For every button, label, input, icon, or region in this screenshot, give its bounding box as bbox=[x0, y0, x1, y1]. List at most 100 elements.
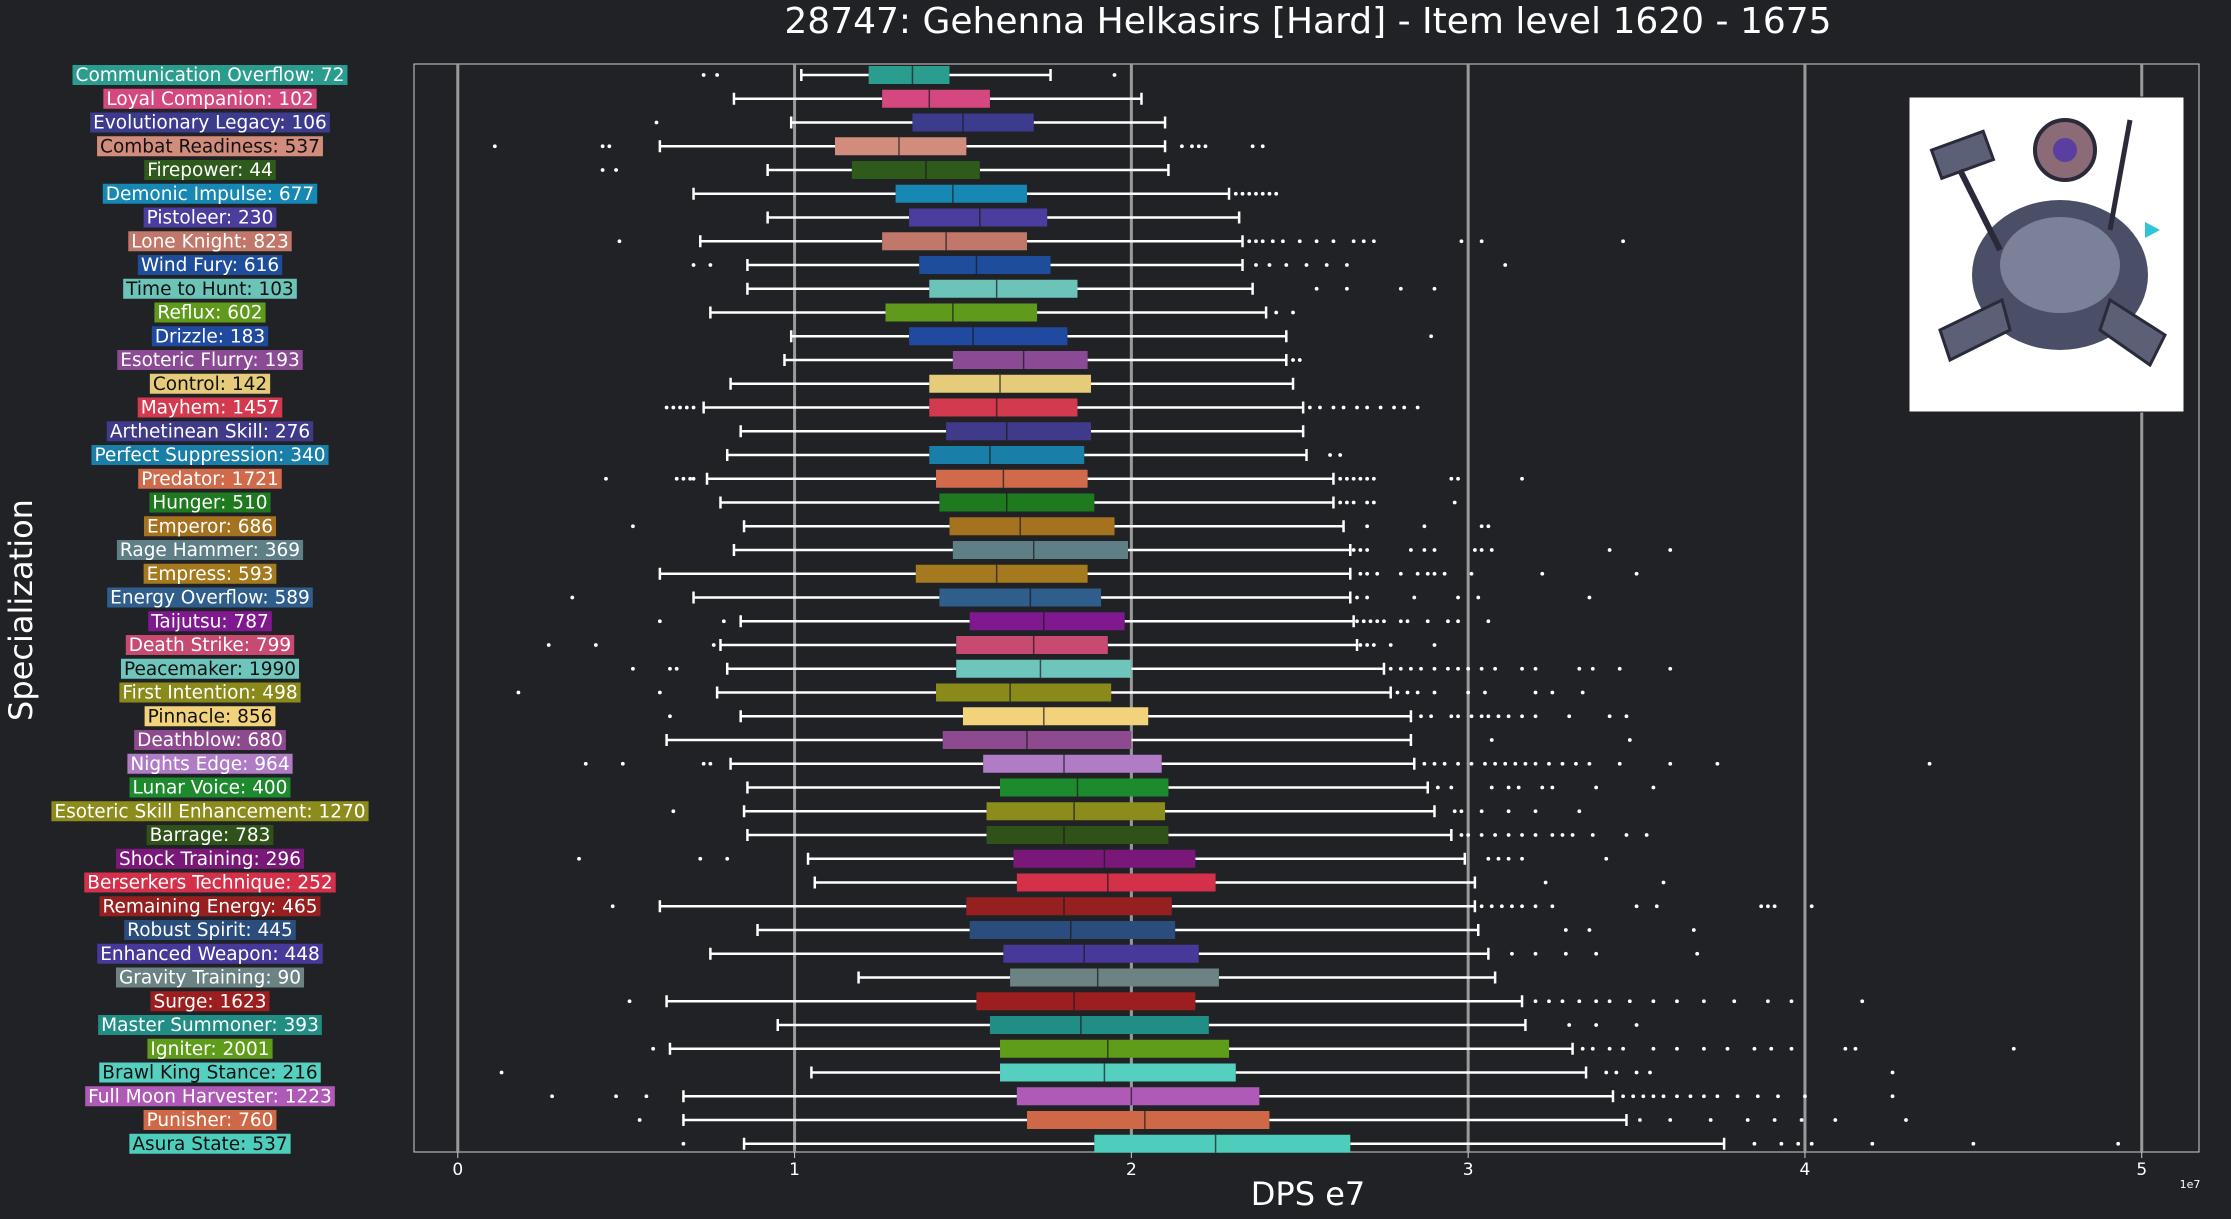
box-iqr bbox=[949, 517, 1115, 536]
outlier-point bbox=[701, 761, 706, 766]
outlier-point bbox=[1378, 405, 1383, 410]
outlier-point bbox=[620, 761, 625, 766]
category-label-text: Control: 142 bbox=[153, 374, 267, 395]
outlier-point bbox=[1405, 690, 1410, 695]
outlier-point bbox=[1479, 524, 1484, 529]
outlier-point bbox=[516, 690, 521, 695]
category-label: Reflux: 602 bbox=[154, 302, 266, 324]
box-iqr bbox=[952, 351, 1088, 369]
box-iqr bbox=[882, 89, 990, 108]
outlier-point bbox=[1617, 666, 1622, 671]
outlier-point bbox=[1853, 1046, 1858, 1051]
outlier-point bbox=[1493, 666, 1498, 671]
category-label-bg bbox=[129, 1133, 291, 1154]
category-label: Shock Training: 296 bbox=[116, 848, 304, 870]
outlier-point bbox=[1466, 690, 1471, 695]
category-label: Berserkers Technique: 252 bbox=[84, 872, 336, 894]
outlier-point bbox=[1398, 286, 1403, 291]
outlier-point bbox=[593, 643, 598, 647]
outlier-point bbox=[1560, 833, 1565, 837]
outlier-point bbox=[1459, 833, 1464, 837]
outlier-point bbox=[1314, 286, 1319, 291]
box-iqr bbox=[956, 659, 1132, 678]
outlier-point bbox=[1890, 1094, 1895, 1099]
outlier-point bbox=[1513, 761, 1518, 766]
outlier-point bbox=[614, 1094, 618, 1099]
outlier-point bbox=[1435, 785, 1440, 790]
box-group bbox=[627, 992, 1865, 1011]
outlier-point bbox=[1472, 548, 1477, 552]
x-tick-label: 0 bbox=[452, 1160, 463, 1180]
outlier-point bbox=[1422, 548, 1427, 552]
box-group bbox=[709, 303, 1295, 322]
outlier-point bbox=[1358, 548, 1363, 552]
box-group bbox=[570, 588, 1592, 607]
category-label-text: Deathblow: 680 bbox=[137, 730, 283, 751]
outlier-point bbox=[1590, 1046, 1595, 1051]
category-label-text: Drizzle: 183 bbox=[155, 326, 265, 347]
x-tick-label: 3 bbox=[1463, 1160, 1474, 1180]
box-iqr bbox=[929, 398, 1078, 417]
box-iqr bbox=[909, 208, 1048, 227]
outlier-point bbox=[1469, 571, 1474, 576]
category-label-text: Berserkers Technique: 252 bbox=[87, 873, 332, 894]
outlier-point bbox=[1388, 666, 1393, 671]
outlier-point bbox=[1489, 738, 1494, 742]
category-label-bg bbox=[149, 373, 271, 394]
outlier-point bbox=[1338, 453, 1343, 457]
outlier-point bbox=[1449, 714, 1454, 719]
category-label-text: Mayhem: 1457 bbox=[141, 398, 280, 419]
outlier-point bbox=[1432, 761, 1437, 766]
box-iqr bbox=[1000, 1039, 1230, 1058]
outlier-point bbox=[1345, 286, 1349, 291]
outlier-point bbox=[1254, 191, 1258, 196]
category-label-bg bbox=[143, 516, 277, 537]
outlier-point bbox=[1809, 904, 1814, 909]
outlier-point bbox=[1648, 1070, 1652, 1075]
category-label-text: Robust Spirit: 445 bbox=[127, 920, 293, 941]
box-iqr bbox=[1003, 944, 1199, 963]
outlier-point bbox=[1651, 999, 1656, 1004]
category-label: Death Strike: 799 bbox=[125, 635, 295, 656]
outlier-point bbox=[1338, 476, 1343, 481]
outlier-point bbox=[1469, 714, 1474, 719]
category-label-text: Death Strike: 799 bbox=[129, 635, 291, 656]
category-label-text: Pinnacle: 856 bbox=[148, 706, 273, 727]
outlier-point bbox=[1634, 571, 1639, 576]
category-label-bg bbox=[149, 492, 271, 513]
outlier-point bbox=[492, 144, 497, 149]
box-iqr bbox=[969, 612, 1125, 631]
category-label-bg bbox=[129, 777, 291, 798]
outlier-point bbox=[1365, 595, 1370, 600]
category-label: Empress: 593 bbox=[143, 563, 277, 585]
outlier-point bbox=[1752, 1046, 1757, 1051]
outlier-point bbox=[1240, 191, 1245, 196]
box-iqr bbox=[909, 327, 1068, 346]
outlier-point bbox=[1365, 571, 1370, 576]
outlier-point bbox=[688, 476, 693, 481]
box-group bbox=[701, 66, 1117, 84]
outlier-point bbox=[617, 239, 622, 244]
outlier-point bbox=[1550, 904, 1555, 909]
outlier-point bbox=[1422, 524, 1427, 529]
outlier-point bbox=[1331, 239, 1336, 244]
outlier-point bbox=[1668, 761, 1673, 766]
box-iqr bbox=[976, 992, 1196, 1011]
outlier-point bbox=[1419, 666, 1423, 671]
category-label-text: Firepower: 44 bbox=[147, 160, 273, 181]
outlier-point bbox=[1766, 999, 1770, 1004]
outlier-point bbox=[1577, 999, 1582, 1004]
box-group bbox=[746, 826, 1649, 844]
outlier-point bbox=[1735, 1094, 1740, 1099]
box-iqr bbox=[929, 446, 1085, 464]
category-label-bg bbox=[143, 1110, 277, 1130]
outlier-point bbox=[1297, 239, 1302, 244]
box-iqr bbox=[915, 564, 1088, 583]
outlier-point bbox=[657, 690, 662, 695]
outlier-point bbox=[1594, 951, 1599, 956]
outlier-point bbox=[1419, 714, 1423, 719]
outlier-point bbox=[1432, 690, 1437, 695]
outlier-point bbox=[1358, 571, 1363, 576]
outlier-point bbox=[1486, 856, 1491, 861]
outlier-point bbox=[1371, 239, 1376, 244]
